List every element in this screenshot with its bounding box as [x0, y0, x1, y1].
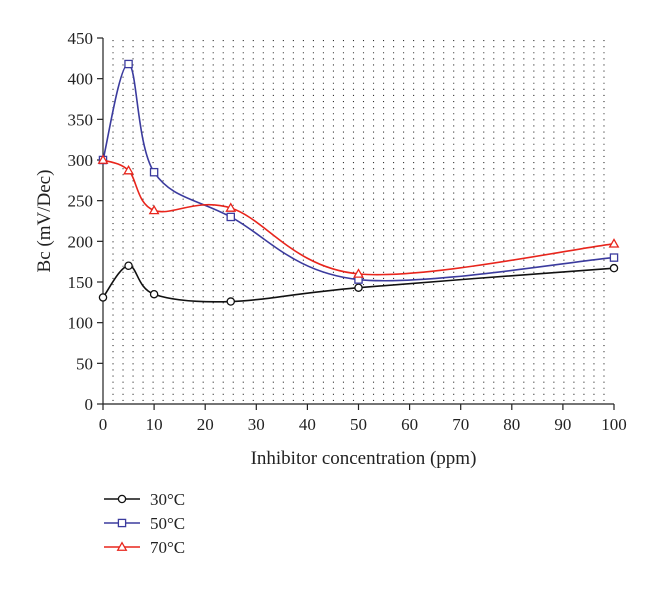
legend-label: 30°C	[150, 490, 185, 509]
data-point	[123, 164, 134, 175]
data-point	[353, 268, 364, 278]
x-axis-title: Inhibitor concentration (ppm)	[251, 448, 477, 469]
grid	[112, 40, 605, 402]
legend-item: 70°C	[104, 538, 185, 557]
legend-item: 50°C	[104, 514, 185, 533]
data-point	[609, 263, 619, 273]
x-tick-label: 60	[401, 415, 418, 434]
x-tick-label: 30	[248, 415, 265, 434]
y-tick-label: 0	[85, 395, 94, 414]
y-axis-title: Bc (mV/Dec)	[34, 170, 55, 273]
axes: 0 50 100 150 200 250 300 350 400 450 0 10 20 30 40 50 60…	[68, 29, 627, 434]
x-tick-label: 70	[452, 415, 469, 434]
series-1	[98, 261, 619, 306]
data-point	[609, 253, 619, 262]
data-point	[148, 204, 160, 215]
x-tick-label: 90	[554, 415, 571, 434]
y-tick-label: 400	[68, 70, 94, 89]
x-tick-label: 40	[299, 415, 316, 434]
y-tick-label: 300	[68, 151, 94, 170]
legend-item: 30°C	[104, 490, 185, 509]
series-2	[98, 59, 619, 284]
data-point	[124, 261, 133, 270]
y-tick-label: 250	[68, 192, 94, 211]
series-layer	[97, 59, 620, 306]
y-tick-label: 350	[68, 110, 94, 129]
data-point	[98, 293, 108, 302]
data-point	[354, 283, 363, 292]
series-line	[102, 63, 615, 282]
y-tick-label: 150	[68, 273, 94, 292]
legend-label: 50°C	[150, 514, 185, 533]
x-tick-label: 100	[601, 415, 627, 434]
legend: 30°C 50°C 70°C	[104, 490, 185, 557]
x-tick-label: 20	[197, 415, 214, 434]
data-point	[225, 202, 237, 212]
series-line	[102, 159, 615, 276]
y-tick-label: 50	[76, 354, 93, 373]
data-point	[149, 167, 159, 177]
data-point	[608, 238, 620, 248]
legend-marker	[117, 518, 127, 528]
legend-marker	[117, 494, 127, 504]
y-tick-label: 200	[68, 232, 94, 251]
x-tick-label: 80	[503, 415, 520, 434]
data-point	[226, 212, 235, 222]
legend-marker	[116, 541, 128, 551]
data-point	[149, 289, 159, 299]
x-tick-label: 10	[146, 415, 163, 434]
x-tick-label: 0	[99, 415, 108, 434]
data-point	[226, 297, 235, 306]
y-tick-label: 450	[68, 29, 94, 48]
x-tick-label: 50	[350, 415, 367, 434]
data-point	[124, 59, 133, 69]
series-3	[97, 154, 620, 278]
legend-label: 70°C	[150, 538, 185, 557]
y-tick-label: 100	[68, 314, 94, 333]
data-point	[97, 154, 109, 164]
